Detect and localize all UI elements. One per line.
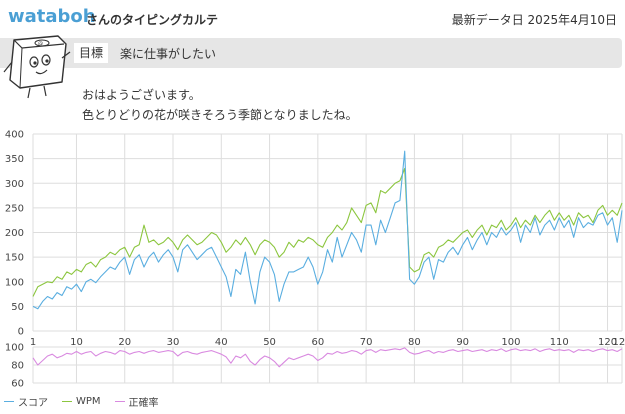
chart-legend: スコア WPM 正確率 bbox=[4, 394, 159, 409]
keycap-mascot-icon: @ bbox=[3, 35, 71, 99]
x-tick-label: 100 bbox=[501, 337, 520, 348]
x-tick-label: 50 bbox=[263, 337, 276, 348]
x-tick-label: 10 bbox=[70, 337, 83, 348]
y-tick-label: 250 bbox=[5, 203, 24, 214]
accuracy-tick-label: 80 bbox=[11, 361, 24, 372]
y-tick-label: 100 bbox=[5, 277, 24, 288]
greeting-line-2: 色とりどりの花が咲きそろう季節となりましたね。 bbox=[82, 108, 358, 122]
y-tick-label: 150 bbox=[5, 253, 24, 264]
x-tick-label: 20 bbox=[118, 337, 131, 348]
legend-swatch-accuracy bbox=[114, 401, 125, 402]
y-tick-label: 50 bbox=[11, 302, 24, 313]
x-tick-label: 90 bbox=[456, 337, 469, 348]
last-updated-date: 最新データ日 2025年4月10日 bbox=[451, 13, 617, 27]
header-bar: wataboh さんのタイピングカルテ 最新データ日 2025年4月10日 bbox=[0, 0, 625, 36]
y-tick-label: 400 bbox=[5, 130, 24, 141]
goal-label: 目標 bbox=[74, 43, 109, 63]
x-tick-label: 70 bbox=[360, 337, 373, 348]
legend-label-wpm: WPM bbox=[76, 396, 101, 407]
greeting-line-1: おはようございます。 bbox=[82, 88, 201, 102]
username[interactable]: wataboh bbox=[8, 6, 96, 27]
legend-swatch-score bbox=[4, 401, 14, 402]
x-tick-label: 110 bbox=[550, 337, 569, 348]
wpm-line bbox=[32, 167, 623, 297]
x-tick-label: 60 bbox=[311, 337, 324, 348]
y-tick-label: 300 bbox=[5, 179, 24, 190]
x-tick-label: 123 bbox=[612, 337, 625, 348]
legend-item-accuracy: 正確率 bbox=[114, 394, 159, 409]
accuracy-tick-label: 60 bbox=[11, 379, 24, 390]
x-tick-label: 40 bbox=[215, 337, 228, 348]
goal-text: 楽に仕事がしたい bbox=[120, 47, 217, 61]
x-tick-label: 80 bbox=[408, 337, 421, 348]
legend-label-accuracy: 正確率 bbox=[128, 398, 159, 409]
legend-item-score: スコア bbox=[4, 394, 48, 409]
x-tick-label: 30 bbox=[167, 337, 180, 348]
legend-label-score: スコア bbox=[18, 398, 48, 409]
legend-item-wpm: WPM bbox=[62, 394, 101, 409]
y-tick-label: 0 bbox=[18, 327, 24, 338]
legend-swatch-wpm bbox=[62, 401, 72, 402]
y-tick-label: 350 bbox=[5, 154, 24, 165]
page-title: さんのタイピングカルテ bbox=[86, 13, 219, 27]
accuracy-tick-label: 100 bbox=[5, 343, 24, 354]
svg-text:@: @ bbox=[38, 41, 43, 47]
x-tick-label: 1 bbox=[30, 337, 36, 348]
score-line bbox=[32, 150, 623, 310]
accuracy-line bbox=[32, 347, 623, 368]
y-tick-label: 200 bbox=[5, 228, 24, 239]
x-tick-label: 120 bbox=[598, 337, 617, 348]
